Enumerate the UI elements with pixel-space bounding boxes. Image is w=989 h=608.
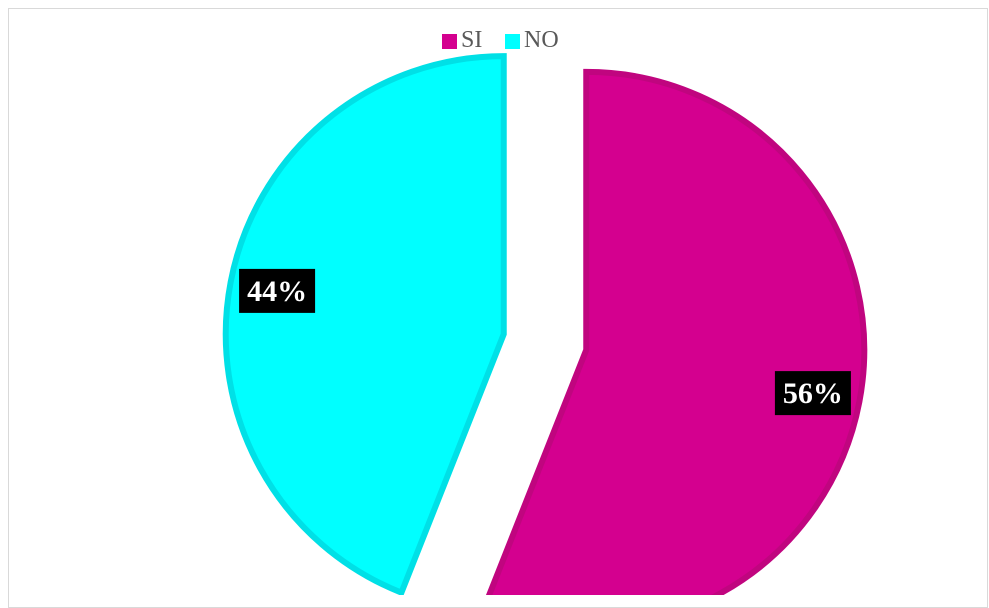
data-label-box-no — [239, 268, 316, 313]
legend-label-no: NO — [524, 27, 559, 53]
pie-chart: SI NO 56% 44% — [222, 27, 868, 595]
legend-swatch-no — [505, 34, 520, 49]
legend-label-si: SI — [461, 27, 482, 53]
legend: SI NO — [442, 27, 559, 53]
pie-slice-si — [485, 68, 868, 595]
data-label-box-si — [774, 371, 851, 416]
data-label-no: 44% — [247, 275, 307, 308]
pie-slices — [222, 53, 868, 595]
pie-slice-no — [222, 53, 507, 595]
legend-swatch-si — [442, 34, 457, 49]
data-labels: 56% 44% — [239, 268, 851, 416]
data-label-si: 56% — [783, 377, 843, 410]
